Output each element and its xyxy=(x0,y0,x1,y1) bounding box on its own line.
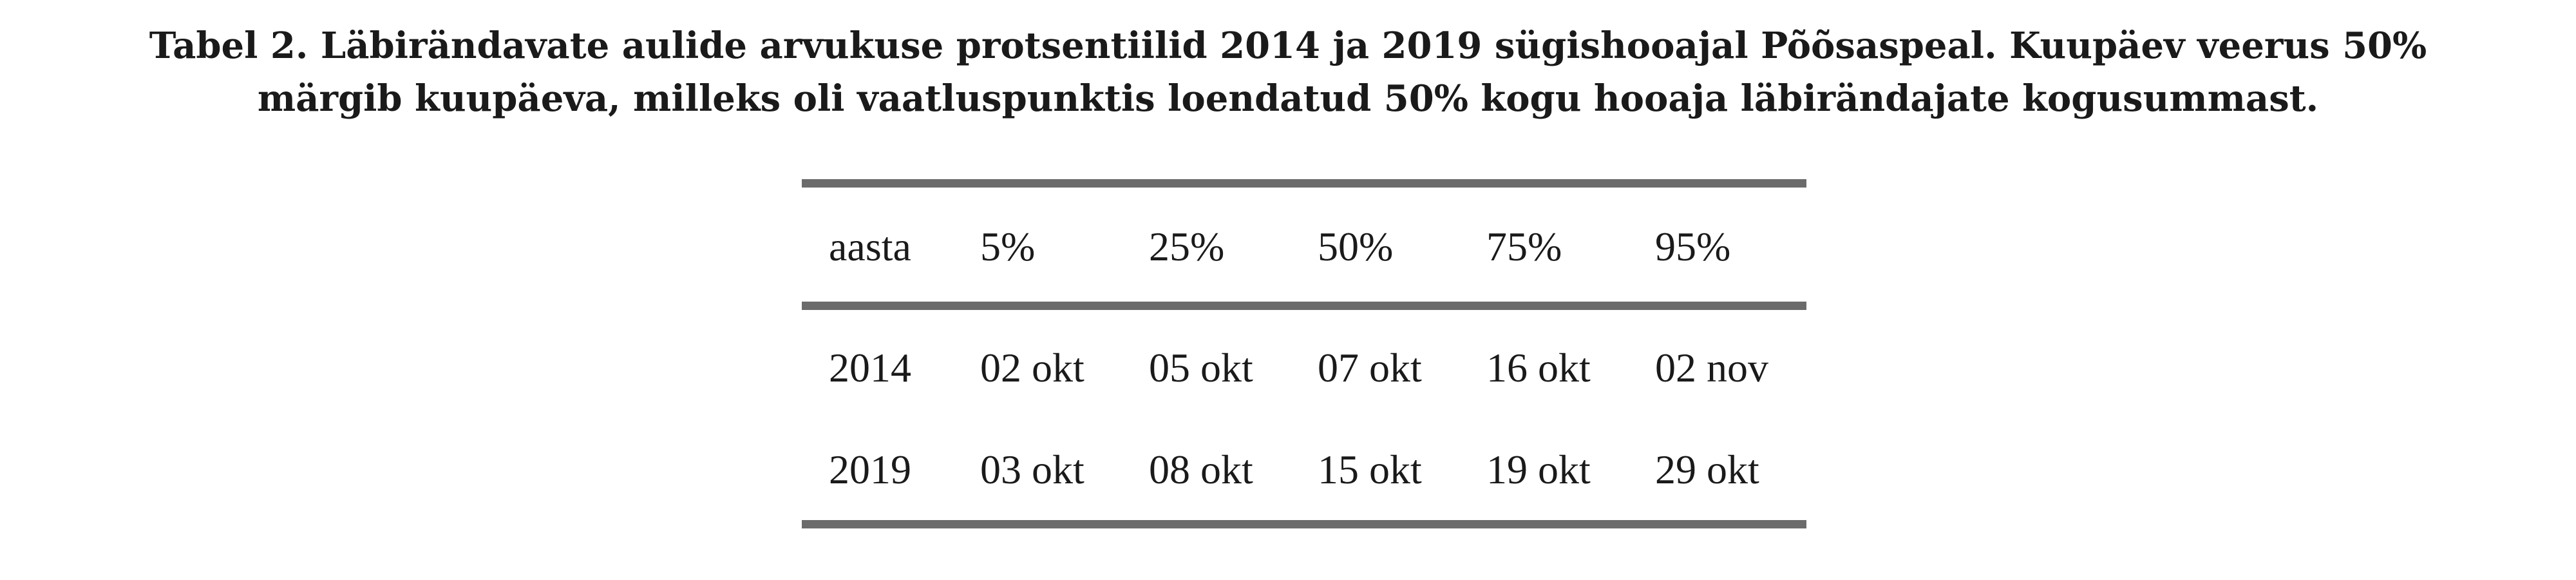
cell-p25: 05 okt xyxy=(1149,345,1253,391)
header-p5: 5% xyxy=(980,223,1036,269)
cell-p75: 19 okt xyxy=(1486,447,1591,492)
header-p50: 50% xyxy=(1318,223,1394,269)
cell-p95: 29 okt xyxy=(1655,447,1759,492)
header-aasta: aasta xyxy=(829,223,911,269)
table-row: 2014 02 okt 05 okt 07 okt 16 okt 02 nov xyxy=(802,306,1806,420)
header-p95: 95% xyxy=(1655,223,1731,269)
cell-year: 2014 xyxy=(829,345,911,391)
table-caption: Tabel 2. Läbirändavate aulide arvukuse p… xyxy=(0,19,2576,125)
cell-p95: 02 nov xyxy=(1655,345,1768,391)
cell-p5: 02 okt xyxy=(980,345,1084,391)
cell-p5: 03 okt xyxy=(980,447,1084,492)
cell-year: 2019 xyxy=(829,447,911,492)
percentile-table: aasta 5% 25% 50% 75% 95% 2014 02 okt 05 … xyxy=(802,179,1806,528)
cell-p50: 07 okt xyxy=(1318,345,1422,391)
caption-line-2: märgib kuupäeva, milleks oli vaatluspunk… xyxy=(257,77,2319,120)
table-header-row: aasta 5% 25% 50% 75% 95% xyxy=(802,183,1806,306)
cell-p50: 15 okt xyxy=(1318,447,1422,492)
percentile-table-container: aasta 5% 25% 50% 75% 95% 2014 02 okt 05 … xyxy=(802,179,1806,528)
caption-line-1: Tabel 2. Läbirändavate aulide arvukuse p… xyxy=(149,24,2427,67)
header-p25: 25% xyxy=(1149,223,1225,269)
cell-p75: 16 okt xyxy=(1486,345,1591,391)
cell-p25: 08 okt xyxy=(1149,447,1253,492)
header-p75: 75% xyxy=(1486,223,1562,269)
table-row: 2019 03 okt 08 okt 15 okt 19 okt 29 okt xyxy=(802,420,1806,525)
